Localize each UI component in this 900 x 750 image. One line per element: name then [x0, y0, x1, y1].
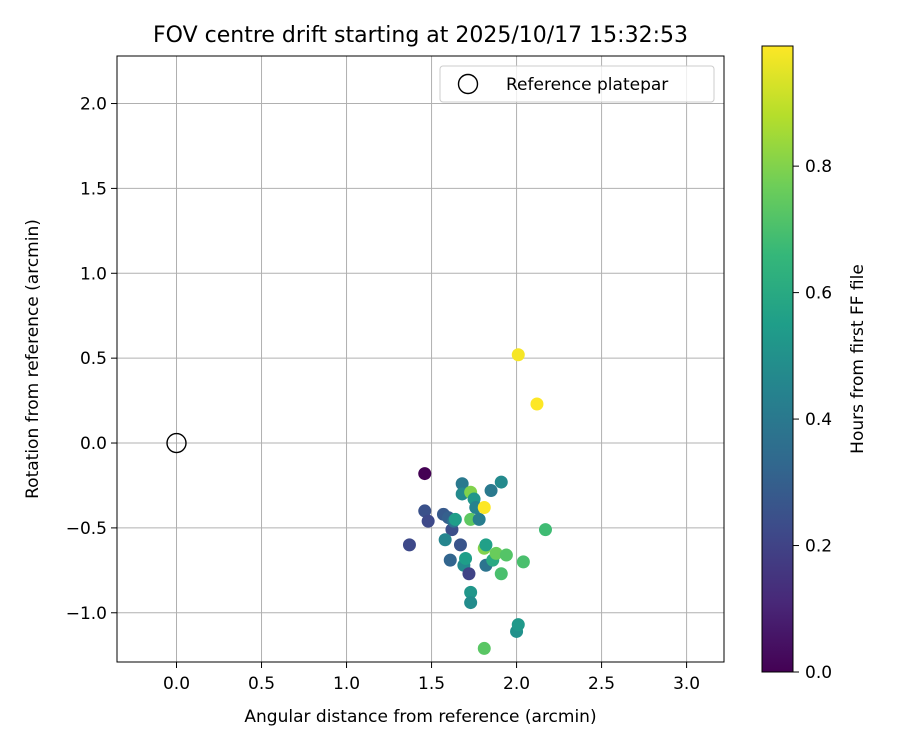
x-axis-label: Angular distance from reference (arcmin) — [244, 707, 596, 727]
scatter-point — [448, 512, 462, 526]
legend-label: Reference platepar — [506, 75, 668, 95]
x-axis-ticks: 0.0 0.5 1.0 1.5 2.0 2.5 3.0 — [163, 662, 700, 694]
reference-platepar-marker — [166, 432, 187, 454]
scatter-point — [443, 553, 457, 567]
chart-title: FOV centre drift starting at 2025/10/17 … — [153, 23, 688, 48]
x-tick-label: 0.5 — [248, 674, 275, 694]
scatter-point — [479, 538, 493, 552]
x-tick-label: 2.5 — [588, 674, 615, 694]
legend-marker-open-circle — [457, 73, 479, 95]
x-tick-label: 1.5 — [418, 674, 445, 694]
plot-frame — [116, 55, 725, 663]
colorbar-frame — [761, 45, 794, 673]
scatter-point — [511, 348, 525, 362]
colorbar-fill — [762, 46, 793, 672]
scatter-point — [538, 523, 552, 537]
y-tick-label: −1.0 — [66, 604, 107, 624]
scatter-point — [438, 533, 452, 547]
scatter-point — [455, 477, 469, 491]
y-tick-label: −0.5 — [66, 519, 107, 539]
colorbar-tick-label: 0.2 — [805, 537, 832, 557]
scatter-point — [462, 567, 476, 581]
y-axis-label: Rotation from reference (arcmin) — [23, 219, 43, 499]
y-axis-ticks: −1.0 −0.5 0.0 0.5 1.0 1.5 2.0 — [66, 95, 117, 624]
scatter-point — [477, 641, 491, 655]
scatter-point — [516, 555, 530, 569]
scatter-point — [494, 567, 508, 581]
x-tick-label: 2.0 — [503, 674, 530, 694]
scatter-point — [477, 501, 491, 515]
x-tick-label: 0.0 — [163, 674, 190, 694]
y-tick-label: 0.0 — [80, 434, 107, 454]
x-tick-label: 1.0 — [333, 674, 360, 694]
y-tick-label: 1.0 — [80, 264, 107, 284]
scatter-point — [464, 585, 478, 599]
y-tick-label: 1.5 — [80, 179, 107, 199]
scatter-point — [418, 504, 432, 518]
scatter-point — [402, 538, 416, 552]
scatter-point — [459, 551, 473, 565]
colorbar-label: Hours from first FF file — [848, 264, 868, 454]
legend: Reference platepar — [439, 65, 715, 103]
scatter-point — [494, 475, 508, 489]
points-layer — [402, 348, 552, 655]
scatter-point — [418, 467, 432, 481]
scatter-point — [453, 538, 467, 552]
scatter-point — [421, 514, 435, 528]
colorbar-tick-label: 0.6 — [805, 284, 832, 304]
scatter-point — [530, 397, 544, 411]
scatter-point — [472, 512, 486, 526]
colorbar-ticks: 0.0 0.2 0.4 0.6 0.8 — [793, 157, 832, 683]
colorbar-tick-label: 0.4 — [805, 410, 832, 430]
scatter-point — [511, 618, 525, 632]
scatter-point — [464, 596, 478, 610]
reference-layer — [166, 432, 187, 454]
colorbar-tick-label: 0.8 — [805, 157, 832, 177]
y-tick-label: 2.0 — [80, 95, 107, 115]
colorbar-tick-label: 0.0 — [805, 663, 832, 683]
legend-box — [439, 65, 715, 103]
y-tick-label: 0.5 — [80, 349, 107, 369]
x-tick-label: 3.0 — [673, 674, 700, 694]
grid-layer — [117, 56, 724, 662]
scatter-point — [484, 484, 498, 498]
scatter-point — [499, 548, 513, 562]
colorbar: 0.0 0.2 0.4 0.6 0.8 Hours from first FF file — [761, 45, 868, 683]
scatter-point — [489, 546, 503, 560]
